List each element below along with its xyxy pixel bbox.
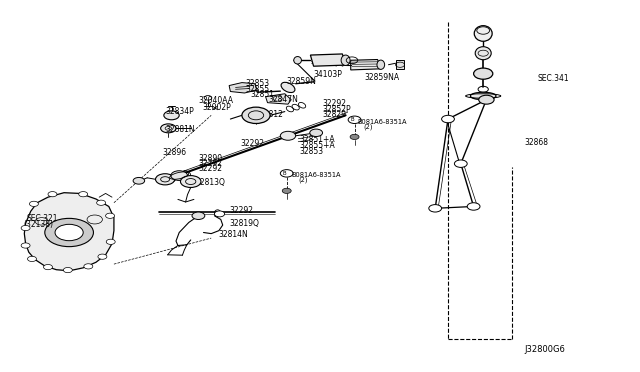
Text: 32855+A: 32855+A: [300, 141, 335, 150]
Polygon shape: [24, 193, 114, 271]
Ellipse shape: [281, 82, 295, 93]
Text: B081A6-8351A: B081A6-8351A: [291, 172, 340, 178]
Circle shape: [161, 124, 176, 133]
Polygon shape: [351, 60, 381, 70]
Text: 32002P: 32002P: [203, 103, 232, 112]
Circle shape: [282, 188, 291, 193]
Text: 32851+A: 32851+A: [300, 135, 335, 144]
Circle shape: [63, 267, 72, 273]
Circle shape: [204, 96, 212, 100]
Text: 32812: 32812: [259, 110, 283, 119]
Ellipse shape: [470, 92, 496, 100]
Text: 32890: 32890: [198, 154, 223, 163]
Circle shape: [106, 239, 115, 244]
Text: 34103P: 34103P: [314, 70, 342, 79]
Circle shape: [21, 225, 30, 231]
Text: (2): (2): [363, 124, 372, 131]
Circle shape: [474, 68, 493, 79]
Circle shape: [79, 192, 88, 197]
Ellipse shape: [294, 57, 301, 64]
Circle shape: [214, 211, 225, 217]
Circle shape: [45, 218, 93, 247]
Polygon shape: [229, 83, 257, 93]
Circle shape: [48, 192, 57, 197]
Circle shape: [21, 243, 30, 248]
Circle shape: [84, 264, 93, 269]
Text: 32853: 32853: [245, 79, 269, 88]
Text: 32868: 32868: [525, 138, 548, 147]
Circle shape: [180, 176, 201, 187]
Text: 32896: 32896: [162, 148, 186, 157]
Circle shape: [479, 95, 494, 104]
Circle shape: [98, 254, 107, 259]
Text: 32859N: 32859N: [286, 77, 316, 86]
Text: 32813Q: 32813Q: [195, 178, 225, 187]
Text: 32855: 32855: [245, 85, 269, 94]
Circle shape: [44, 264, 52, 270]
Text: J32800G6: J32800G6: [525, 345, 566, 354]
Circle shape: [467, 203, 480, 210]
Circle shape: [429, 205, 442, 212]
Text: 32292: 32292: [229, 206, 253, 215]
Ellipse shape: [377, 60, 385, 69]
Text: 32881N: 32881N: [165, 125, 195, 134]
Circle shape: [454, 160, 467, 167]
Circle shape: [310, 129, 323, 137]
Text: SEC.341: SEC.341: [538, 74, 569, 83]
Text: 32853: 32853: [300, 147, 324, 156]
Circle shape: [97, 200, 106, 205]
Text: 32819Q: 32819Q: [229, 219, 259, 228]
Text: 32859NA: 32859NA: [365, 73, 400, 82]
Text: 32829: 32829: [322, 110, 346, 119]
Text: 32851: 32851: [251, 90, 275, 99]
Text: 32292: 32292: [240, 139, 264, 148]
Text: B081A6-8351A: B081A6-8351A: [357, 119, 406, 125]
Circle shape: [164, 111, 179, 120]
Polygon shape: [396, 60, 404, 69]
Circle shape: [350, 134, 359, 140]
Circle shape: [280, 131, 296, 140]
Text: 32292: 32292: [322, 99, 346, 108]
Text: 32847N: 32847N: [269, 95, 299, 104]
Circle shape: [106, 213, 115, 218]
Text: 32814N: 32814N: [219, 230, 248, 239]
Circle shape: [192, 212, 205, 219]
Circle shape: [242, 107, 270, 124]
Ellipse shape: [475, 47, 492, 60]
Text: (2): (2): [298, 177, 308, 183]
Circle shape: [156, 174, 175, 185]
Circle shape: [442, 115, 454, 123]
Text: 32852P: 32852P: [322, 105, 351, 114]
Circle shape: [55, 224, 83, 241]
Text: 32292: 32292: [198, 159, 223, 168]
Ellipse shape: [341, 55, 350, 65]
Circle shape: [133, 177, 145, 184]
Text: SEC.321: SEC.321: [27, 214, 58, 223]
Circle shape: [171, 171, 188, 180]
Text: 32292: 32292: [198, 164, 223, 173]
Text: 32040AA: 32040AA: [198, 96, 234, 105]
Text: (32138): (32138): [24, 220, 54, 229]
Polygon shape: [266, 94, 291, 104]
Text: B: B: [283, 171, 286, 176]
Polygon shape: [310, 54, 346, 66]
Ellipse shape: [474, 26, 492, 41]
Text: 32834P: 32834P: [165, 107, 194, 116]
Text: B: B: [351, 117, 354, 122]
Circle shape: [28, 256, 36, 262]
Circle shape: [29, 201, 38, 206]
